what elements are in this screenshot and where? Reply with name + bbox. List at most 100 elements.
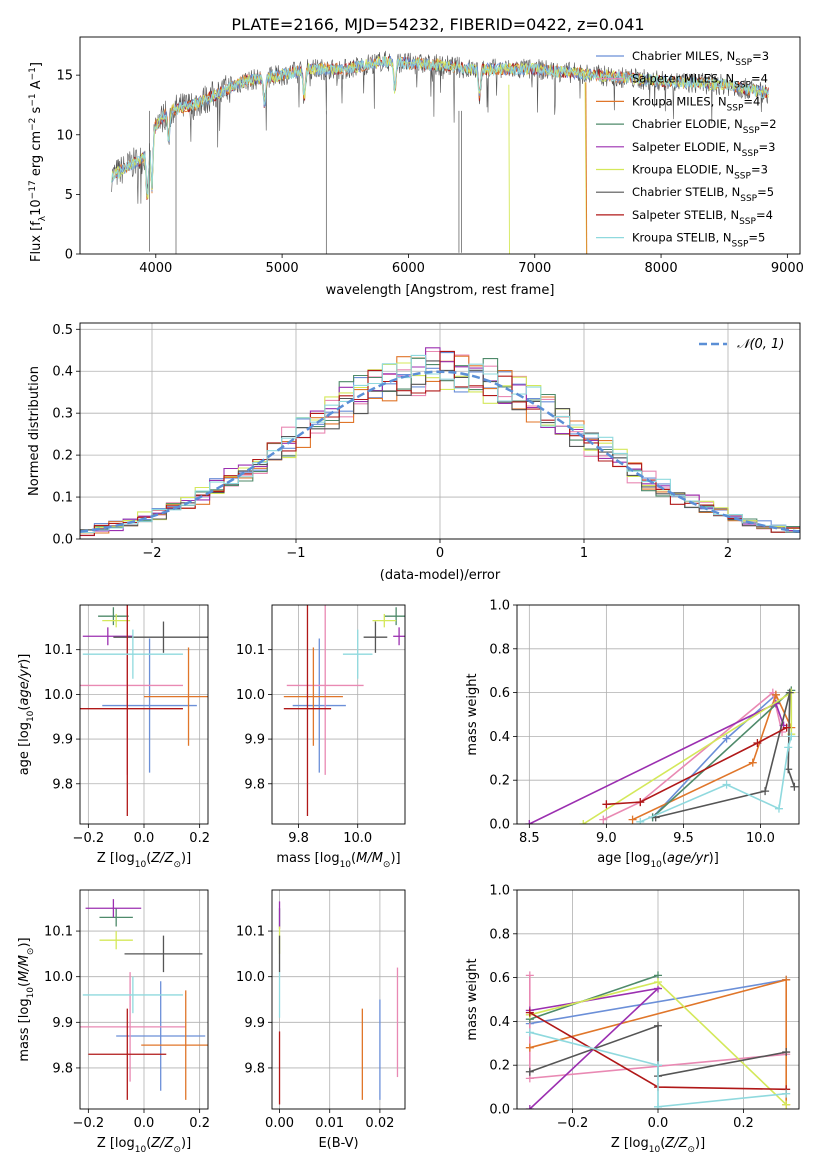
x-tick-label: 0.00 [265,1116,294,1131]
label-part: 10 [340,860,352,870]
histogram-kroupa-stelib [80,354,800,534]
x-tick-label: 0.2 [189,1116,210,1131]
age_vs_z-plot-area [80,605,208,816]
legend-entry: Kroupa ELODIE, NSSP=3 [632,163,768,182]
weight-marker [722,734,731,743]
label-part: =4 [751,72,768,86]
y-tick-label: 10.1 [44,643,73,658]
weight_vs_age-panel: 8.5 9.0 9.5 10.0 0.0 0.2 0.4 0.6 0.8 1.0 age [log1… [465,599,800,870]
legend-entry: Kroupa STELIB, NSSP=5 [632,231,765,250]
label-part: ( [662,851,667,866]
label-part: Salpeter STELIB, N [632,208,739,222]
y-tick-label: 0.2 [489,1059,510,1074]
weight-marker [654,977,662,986]
x-axis-label: age [log10(age/yr)] [597,851,719,870]
y-axis-label: Normed distribution [27,366,42,496]
y-tick-label: 0.8 [489,927,510,942]
x-axis-label: E(B-V) [318,1136,358,1151]
y-tick-label: 10.0 [44,970,73,985]
axes-frame [271,889,406,1110]
label-part: E(B-V) [318,1136,358,1151]
label-part: )] [709,851,719,866]
weight-marker [782,1048,791,1057]
label-part: )] [17,654,32,664]
x-axis-label: (data-model)/error [380,568,501,583]
label-part: SSP [727,103,744,113]
label-part: ( [146,851,151,866]
x-tick-label: 8000 [645,261,678,276]
y-tick-label: 10.0 [44,688,73,703]
label-part: −1 [28,93,38,106]
axes-frame [79,889,209,1110]
weight-marker [525,1043,534,1052]
label-part: Z/Z [664,1136,688,1151]
errorbar-point [82,629,183,679]
errorbar-point [99,931,133,950]
label-part: 10 [135,860,147,870]
label-part: 10 [26,987,36,999]
axes-frame [79,604,209,825]
x-axis-label: Z [log10(Z/Z⊙)] [97,1136,191,1155]
label-part: age [log [597,851,650,866]
errorbar-point [372,613,397,628]
label-part: s [29,106,44,117]
errorbar-point [82,627,133,646]
label-part: M/M [356,851,383,866]
label-part: Salpeter ELODIE, N [632,140,742,154]
y-tick-label: 0.4 [489,1015,510,1030]
weight-line [602,691,783,821]
x-tick-label: −0.2 [73,831,105,846]
label-part: mass [log [276,851,339,866]
weight-marker [771,690,780,699]
x-tick-label: 9.0 [596,831,617,846]
errorbar-point [292,638,346,773]
spectrum-plot-area [111,50,769,254]
label-part: ⊙ [687,1145,695,1155]
errorbar-point [98,607,129,626]
x-tick-label: 0.0 [134,831,155,846]
label-part: )] [181,1136,191,1151]
weight_vs_age-plot-area [525,686,799,824]
weight-marker [599,815,608,824]
label-part: SSP [734,172,751,182]
label-part: Flux [f [29,221,44,262]
label-part: age [log [17,722,32,775]
weight-marker [774,804,783,813]
y-axis-label: mass weight [465,673,480,755]
weight-marker [782,1100,791,1109]
y-tick-label: 9.9 [52,733,73,748]
y-tick-label: 0.5 [52,323,73,338]
label-part: λ [38,215,48,221]
label-part: Z/Z [150,1136,174,1151]
x-tick-label: 0.0 [134,1116,155,1131]
errorbar-point [102,613,131,628]
mass_vs_z-panel: −0.2 0.0 0.29.89.910.010.1Z [log10(Z/Z⊙)]m… [17,889,210,1155]
x-tick-label: 8.5 [519,831,540,846]
label-part: −1 [28,67,38,80]
x-axis-label: Z [log10(Z/Z⊙)] [97,851,191,870]
errorbar-point [113,621,208,653]
label-part: Z [log [611,1136,649,1151]
mass_vs_ebv-panel: 0.00 0.01 0.02 9.8 9.9 10.0 10.1 E(B-V) [236,889,406,1151]
errorbar-point [363,621,388,653]
label-part: =5 [757,185,774,199]
label-part: SSP [743,126,760,136]
weight-marker [525,1008,534,1017]
weight-marker [785,688,794,697]
label-part: =2 [760,117,777,131]
weight-marker [784,743,793,752]
weight-marker [782,975,791,984]
model-drop [585,82,588,254]
label-part: SSP [742,149,759,159]
y-tick-label: 0.1 [52,491,73,506]
x-axis-label: Z [log10(Z/Z⊙)] [611,1136,705,1155]
y-axis-label: age [log10(age/yr)] [17,654,36,776]
gaussian-reference [80,370,800,533]
y-axis-label: mass [log10(M/M⊙)] [17,937,36,1061]
y-tick-label: 9.9 [244,1016,265,1031]
label-part: ( [660,1136,665,1151]
label-part: ⊙ [173,1145,181,1155]
